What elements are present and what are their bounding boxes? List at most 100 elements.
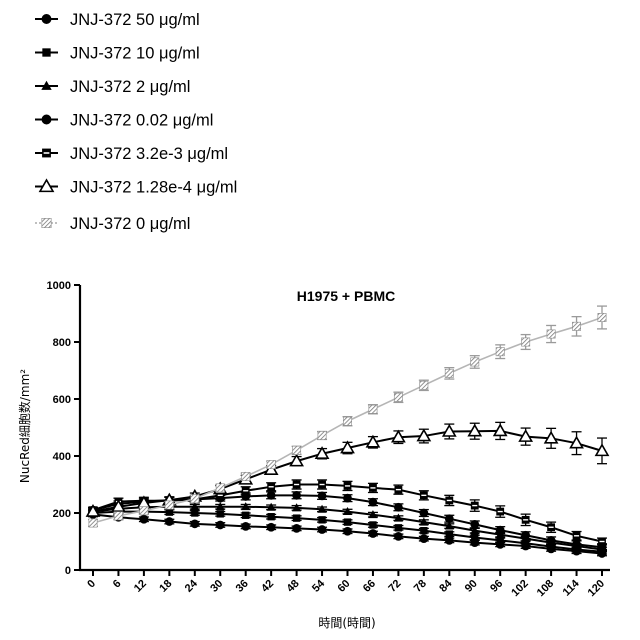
data-point [394, 532, 403, 541]
legend-marker [42, 115, 52, 125]
data-point-inner [447, 500, 452, 501]
x-tick-label: 120 [586, 578, 607, 599]
x-tick-label: 6 [111, 578, 124, 591]
data-point-shape [190, 519, 199, 528]
x-tick-label: 36 [234, 578, 251, 595]
data-point [420, 491, 428, 499]
data-point-inner [370, 487, 375, 488]
legend-marker [42, 14, 52, 24]
x-tick-label: 90 [463, 578, 480, 595]
data-point [395, 524, 402, 531]
data-point [318, 516, 325, 523]
data-point-shape [267, 523, 276, 532]
data-point-shape [242, 512, 249, 519]
data-point [318, 525, 327, 534]
data-point [318, 431, 326, 439]
data-point [547, 330, 555, 338]
legend-marker-shape [42, 14, 52, 24]
data-point-shape [217, 510, 224, 517]
data-point-shape [293, 514, 300, 521]
data-point [140, 515, 149, 524]
data-point [293, 481, 301, 489]
data-point-inner [472, 505, 477, 506]
data-point [598, 313, 606, 321]
data-point-inner [599, 541, 604, 542]
data-point [369, 484, 377, 492]
data-point [165, 517, 174, 526]
data-point-inner [320, 484, 325, 485]
data-point-shape [470, 520, 479, 529]
legend-label: JNJ-372 3.2e-3 μg/ml [70, 145, 228, 163]
x-axis-label: 時間(時間) [318, 616, 375, 630]
x-tick-label: 18 [157, 578, 174, 595]
data-point-inner [498, 511, 503, 512]
data-point [89, 519, 97, 527]
legend-marker-shape [42, 115, 52, 125]
data-point-shape [547, 536, 556, 545]
legend-label: JNJ-372 1.28e-4 μg/ml [70, 179, 237, 197]
data-point [471, 502, 479, 510]
plot-area: 0200400600800100006121824303642485460667… [47, 280, 610, 599]
data-point [216, 484, 224, 492]
data-point [547, 536, 556, 545]
data-point [292, 491, 301, 500]
data-point-shape [165, 501, 173, 509]
data-point-shape [241, 522, 250, 531]
data-point [496, 508, 504, 516]
x-tick-label: 42 [259, 578, 276, 595]
data-point [369, 521, 376, 528]
data-point [420, 381, 428, 389]
data-point [114, 512, 122, 520]
data-point [522, 516, 530, 524]
data-point-shape [471, 358, 479, 366]
data-point-shape [191, 509, 198, 516]
data-point [267, 491, 276, 500]
data-point [343, 527, 352, 536]
data-point [267, 460, 275, 468]
data-point [242, 512, 249, 519]
data-point [573, 532, 581, 540]
data-point [598, 538, 606, 546]
x-tick-label: 96 [488, 578, 505, 595]
data-point [165, 501, 173, 509]
data-point [420, 527, 427, 534]
data-point-shape [344, 518, 351, 525]
data-point-shape [394, 532, 403, 541]
legend-marker-shape [42, 48, 50, 56]
data-point-inner [269, 486, 274, 487]
legend-label: JNJ-372 0.02 μg/ml [70, 112, 213, 130]
legend-marker-shape [42, 218, 51, 227]
data-point-shape [394, 503, 403, 512]
x-tick-label: 12 [132, 578, 149, 595]
x-tick-label: 48 [285, 578, 302, 595]
data-point-shape [292, 491, 301, 500]
x-tick-label: 102 [509, 578, 530, 599]
data-point [394, 503, 403, 512]
x-tick-label: 84 [437, 577, 455, 595]
data-point [369, 498, 378, 507]
data-point-inner [243, 490, 248, 491]
data-point-shape [419, 509, 428, 518]
data-point-shape [521, 531, 530, 540]
legend-marker [42, 149, 51, 158]
x-tick-label: 60 [335, 578, 352, 595]
data-point [344, 482, 352, 490]
y-tick-label: 0 [65, 565, 71, 577]
data-point-shape [267, 513, 274, 520]
data-point-shape [420, 527, 427, 534]
data-point [522, 338, 530, 346]
data-point-shape [267, 460, 275, 468]
data-point-shape [318, 516, 325, 523]
y-tick-label: 1000 [47, 280, 71, 292]
data-point [318, 492, 327, 501]
data-point-shape [369, 405, 377, 413]
data-point [191, 509, 198, 516]
legend-label: JNJ-372 0 μg/ml [70, 215, 190, 233]
data-point [419, 509, 428, 518]
data-point-shape [165, 517, 174, 526]
data-point-shape [496, 526, 505, 535]
data-point-shape [395, 524, 402, 531]
data-point [267, 513, 274, 520]
data-point-shape [496, 348, 504, 356]
data-point-inner [574, 535, 579, 536]
